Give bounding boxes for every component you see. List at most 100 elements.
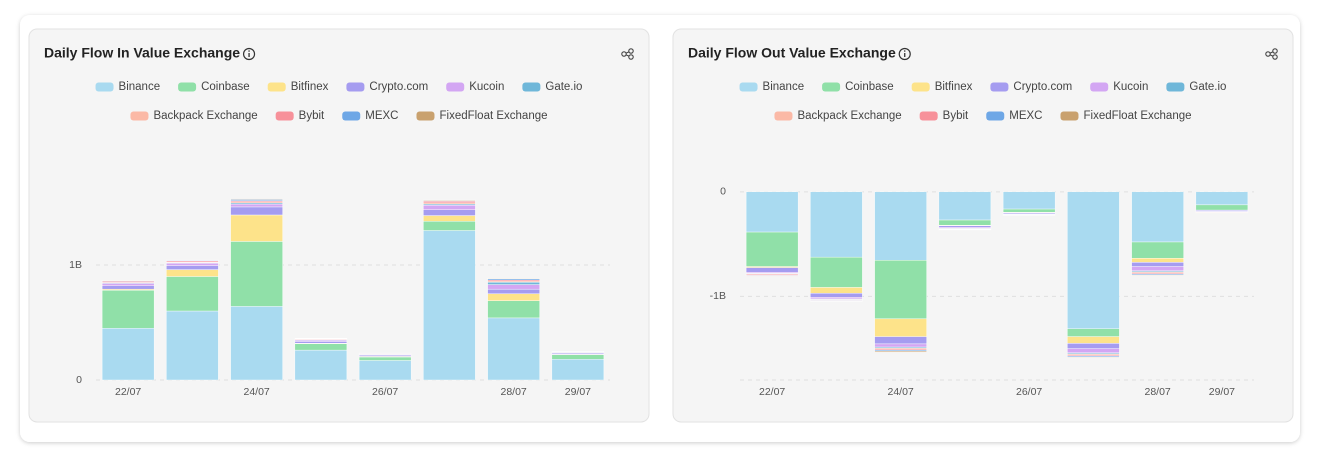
- bar-segment[interactable]: [294, 341, 348, 344]
- legend-item[interactable]: Backpack Exchange: [774, 110, 902, 122]
- bar-segment[interactable]: [423, 204, 476, 210]
- legend-item[interactable]: Coinbase: [178, 81, 250, 93]
- bar-segment[interactable]: [423, 215, 476, 222]
- bar-segment[interactable]: [1002, 208, 1056, 213]
- bar-segment[interactable]: [487, 300, 540, 319]
- bar-segment[interactable]: [230, 198, 283, 200]
- bar-segment[interactable]: [874, 351, 927, 353]
- bar-segment[interactable]: [1067, 336, 1120, 344]
- bar-segment[interactable]: [745, 191, 799, 233]
- bar-segment[interactable]: [487, 284, 540, 290]
- bar-segment[interactable]: [1067, 348, 1120, 354]
- bar-segment[interactable]: [1131, 258, 1184, 263]
- bar-segment[interactable]: [487, 288, 540, 294]
- legend-item[interactable]: MEXC: [342, 110, 398, 122]
- bar-segment[interactable]: [1131, 191, 1184, 243]
- bar-segment[interactable]: [358, 356, 412, 361]
- bar-segment[interactable]: [874, 191, 927, 261]
- legend-item[interactable]: Bitfinex: [911, 81, 973, 93]
- bar-segment[interactable]: [1067, 356, 1120, 358]
- bar-segment[interactable]: [1067, 191, 1120, 329]
- bar-segment[interactable]: [810, 256, 863, 288]
- bar-segment[interactable]: [230, 214, 283, 242]
- legend-item[interactable]: Binance: [739, 81, 805, 93]
- bar-segment[interactable]: [1131, 241, 1184, 259]
- bar-segment[interactable]: [1195, 204, 1249, 211]
- bar-segment[interactable]: [810, 287, 863, 294]
- bar-segment[interactable]: [423, 221, 476, 231]
- bar-segment[interactable]: [810, 293, 863, 298]
- bar-segment[interactable]: [294, 343, 348, 351]
- legend-label: Binance: [763, 81, 805, 93]
- bar-segment[interactable]: [230, 203, 283, 208]
- bar-segment[interactable]: [551, 354, 605, 360]
- bar-segment[interactable]: [487, 317, 540, 381]
- info-icon-dot: [903, 50, 906, 52]
- bar-segment[interactable]: [166, 265, 219, 270]
- legend-swatch: [911, 82, 930, 92]
- bar-segment[interactable]: [230, 206, 283, 216]
- bar-segment[interactable]: [810, 297, 863, 300]
- legend-label: Backpack Exchange: [797, 110, 901, 122]
- bar-segment[interactable]: [230, 241, 283, 307]
- bar-segment[interactable]: [166, 269, 219, 277]
- bar-segment[interactable]: [1067, 343, 1120, 349]
- bar-segment[interactable]: [938, 225, 992, 228]
- y-tick-label: 0: [720, 186, 726, 198]
- bar-segment[interactable]: [101, 283, 155, 286]
- info-icon[interactable]: [242, 47, 256, 61]
- bar-segment[interactable]: [938, 191, 992, 221]
- legend-swatch: [346, 82, 365, 92]
- bar-segment[interactable]: [551, 359, 605, 381]
- bar-segment[interactable]: [423, 199, 476, 201]
- bar-segment[interactable]: [166, 263, 219, 266]
- bar-segment[interactable]: [166, 310, 219, 381]
- bar-segment[interactable]: [294, 349, 348, 381]
- info-icon[interactable]: [898, 47, 911, 61]
- bar-segment[interactable]: [874, 343, 927, 348]
- legend-item[interactable]: Crypto.com: [990, 81, 1072, 93]
- bar-segment[interactable]: [810, 191, 863, 258]
- bar-segment[interactable]: [101, 285, 155, 290]
- bar-segment[interactable]: [423, 230, 476, 381]
- bar-segment[interactable]: [1131, 262, 1184, 267]
- legend-item[interactable]: Gate.io: [1166, 81, 1226, 93]
- bar-segment[interactable]: [1131, 266, 1184, 271]
- bar-segment[interactable]: [874, 336, 927, 345]
- legend-item[interactable]: FixedFloat Exchange: [416, 110, 548, 122]
- legend-swatch: [95, 82, 114, 92]
- bar-segment[interactable]: [745, 231, 799, 267]
- bar-segment[interactable]: [101, 328, 155, 381]
- bar-segment[interactable]: [1195, 191, 1249, 206]
- bar-segment[interactable]: [487, 278, 540, 280]
- bar-segment[interactable]: [1002, 191, 1056, 210]
- bar-segment[interactable]: [101, 290, 155, 329]
- bar-segment[interactable]: [874, 260, 927, 320]
- legend-item[interactable]: Backpack Exchange: [130, 110, 258, 122]
- bar-segment[interactable]: [358, 360, 412, 381]
- bar-segment[interactable]: [230, 306, 283, 381]
- legend-item[interactable]: Binance: [95, 81, 161, 93]
- legend-item[interactable]: MEXC: [986, 110, 1042, 122]
- legend-item[interactable]: Gate.io: [522, 81, 582, 93]
- legend-label: FixedFloat Exchange: [439, 110, 547, 122]
- share-icon-node: [628, 54, 634, 60]
- bar-segment[interactable]: [874, 318, 927, 337]
- bar-segment[interactable]: [938, 219, 992, 226]
- bar-segment[interactable]: [487, 282, 540, 285]
- bar-segment[interactable]: [1067, 328, 1120, 337]
- bar-segment[interactable]: [487, 293, 540, 301]
- legend-item[interactable]: Bybit: [275, 110, 325, 122]
- bar-segment[interactable]: [423, 209, 476, 216]
- legend-item[interactable]: Coinbase: [822, 81, 894, 93]
- legend-item[interactable]: Crypto.com: [346, 81, 428, 93]
- bar-segment[interactable]: [423, 200, 476, 204]
- legend-item[interactable]: FixedFloat Exchange: [1060, 110, 1192, 122]
- legend-item[interactable]: Kucoin: [1090, 81, 1148, 93]
- bar-segment[interactable]: [745, 267, 799, 273]
- legend-item[interactable]: Bitfinex: [267, 81, 329, 93]
- legend-item[interactable]: Kucoin: [446, 81, 504, 93]
- bar-segment[interactable]: [166, 276, 219, 312]
- legend-item[interactable]: Bybit: [919, 110, 969, 122]
- bar-segment[interactable]: [1131, 274, 1184, 276]
